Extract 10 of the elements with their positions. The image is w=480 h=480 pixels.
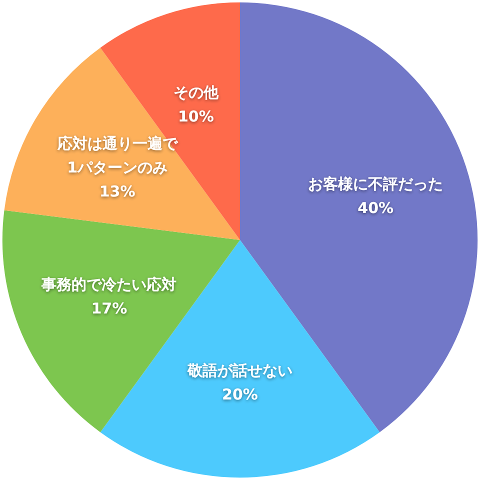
slice-label: お客様に不評だった xyxy=(308,174,444,193)
data-label: 10% xyxy=(178,107,214,126)
slice-label: 敬語が話せない xyxy=(186,362,292,380)
slice-label: その他 xyxy=(173,83,220,102)
data-label: 40% xyxy=(358,198,394,217)
data-label: 13% xyxy=(99,182,136,200)
slice-label: 事務的で冷たい応対 xyxy=(40,276,177,294)
data-label: 17% xyxy=(91,300,128,318)
data-label: 20% xyxy=(222,386,258,404)
slice-label: 応対は通り一遍で 1パターンのみ xyxy=(56,134,178,176)
